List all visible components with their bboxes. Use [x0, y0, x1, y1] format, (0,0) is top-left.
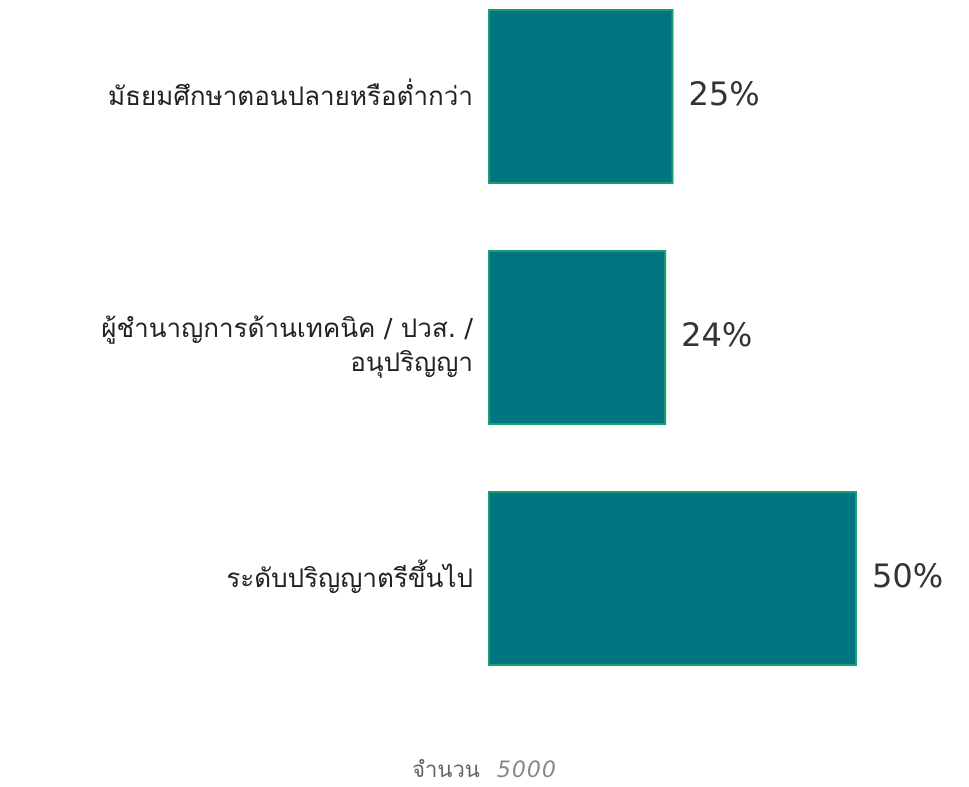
sample-size-footer: จำนวน 5000	[0, 752, 969, 787]
sample-size-value: 5000	[496, 758, 557, 783]
category-label-line: ระดับปริญญาตรีขึ้นไป	[226, 563, 473, 594]
bar-0	[488, 9, 674, 184]
sample-size-label: จำนวน	[412, 758, 480, 783]
category-label-1: ผู้ชำนาญการด้านเทคนิค / ปวส. / อนุปริญญา	[3, 312, 473, 380]
category-label-line: ผู้ชำนาญการด้านเทคนิค / ปวส. /	[101, 313, 473, 344]
category-label-line: อนุปริญญา	[350, 347, 473, 378]
category-label-2: ระดับปริญญาตรีขึ้นไป	[3, 562, 473, 596]
bar-2	[488, 491, 857, 666]
value-label-0: 25%	[688, 74, 760, 113]
category-label-0: มัธยมศึกษาตอนปลายหรือต่ำกว่า	[3, 80, 473, 114]
category-label-line: มัธยมศึกษาตอนปลายหรือต่ำกว่า	[107, 81, 473, 112]
bar-1	[488, 250, 667, 425]
value-label-1: 24%	[681, 315, 753, 354]
value-label-2: 50%	[872, 556, 944, 595]
